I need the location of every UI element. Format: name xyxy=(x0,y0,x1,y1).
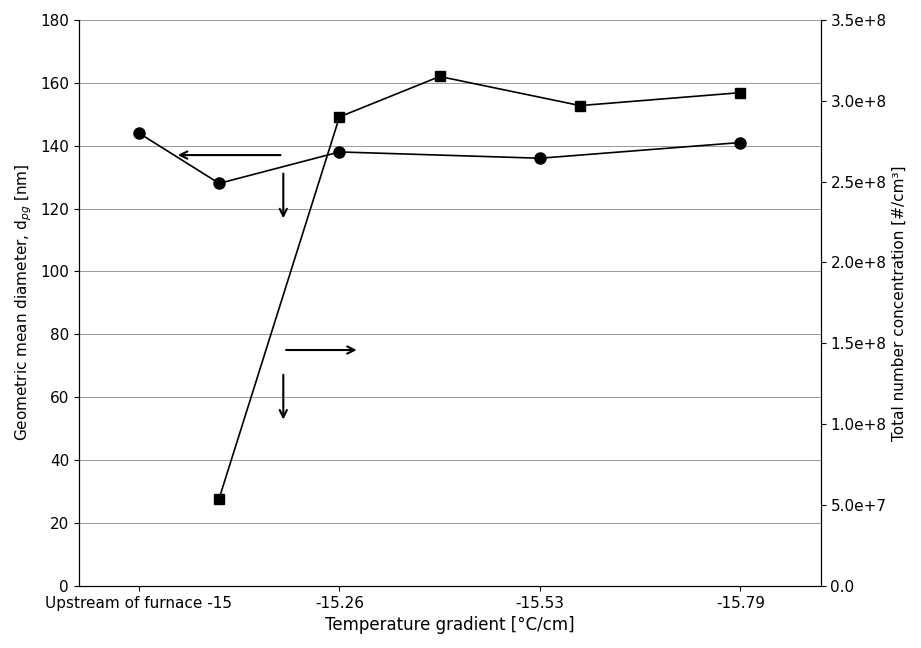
Y-axis label: Geometric mean diameter, d$_{pg}$ [nm]: Geometric mean diameter, d$_{pg}$ [nm] xyxy=(14,164,34,441)
Y-axis label: Total number concentration [#/cm³]: Total number concentration [#/cm³] xyxy=(892,165,907,441)
X-axis label: Temperature gradient [°C/cm]: Temperature gradient [°C/cm] xyxy=(325,616,575,634)
